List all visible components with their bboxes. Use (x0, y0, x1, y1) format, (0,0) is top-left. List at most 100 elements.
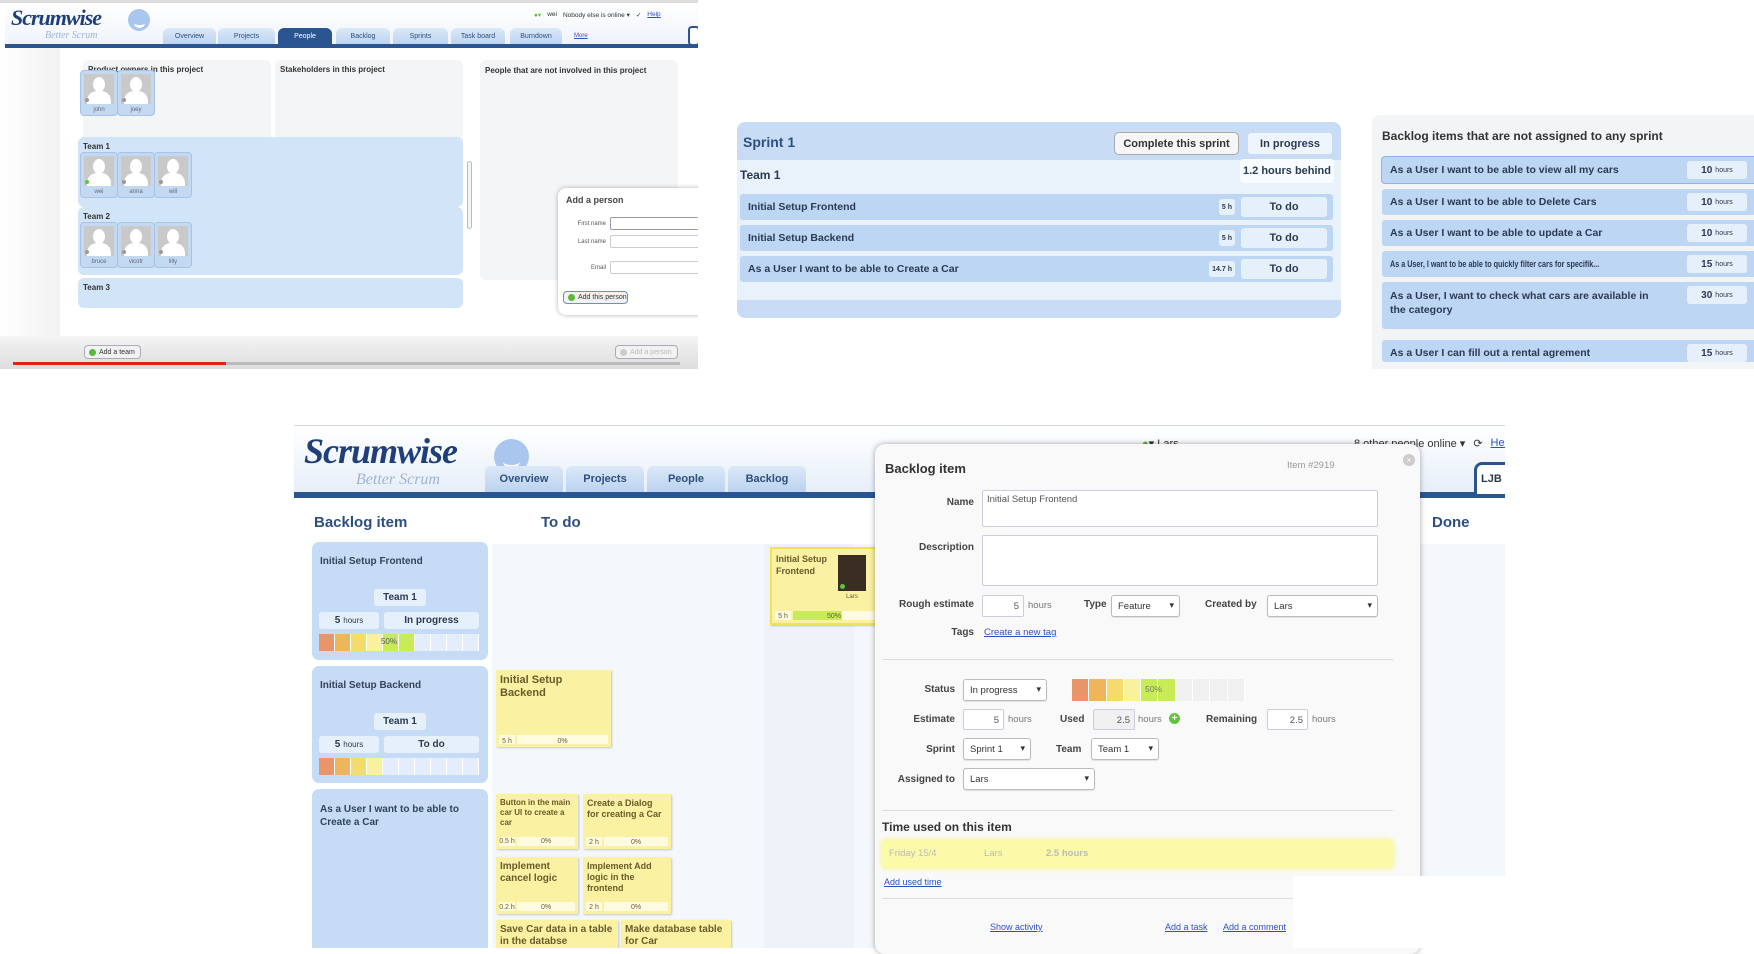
backlog-list-item[interactable]: As a User, I want to be able to quickly … (1382, 251, 1754, 277)
tab-overview[interactable]: Overview (485, 466, 563, 492)
backlog-item-hours: 10 hours (1687, 224, 1747, 242)
backlog-list-item[interactable]: As a User I can fill out a rental agreme… (1382, 340, 1754, 362)
user-status-bar: ●▾ wei Nobody else is online ▾ ✓ Help (534, 11, 661, 19)
video-progress-track[interactable] (13, 362, 680, 365)
tab-backlog[interactable]: Backlog (728, 466, 806, 492)
last-name-input[interactable] (610, 235, 698, 248)
project-box[interactable] (688, 26, 698, 46)
in-progress-task-note[interactable]: Initial Setup Frontend Lars 5 h 50% (770, 547, 880, 625)
add-this-person-button[interactable]: Add this person (563, 291, 628, 304)
status-badge[interactable]: To do (384, 736, 479, 753)
user-name[interactable]: wei (547, 11, 557, 18)
avatar[interactable]: lilly (154, 222, 192, 268)
sprint-item-status[interactable]: To do (1241, 197, 1327, 217)
backlog-item-card[interactable]: Initial Setup Frontend Team 1 5 hours In pro… (312, 542, 488, 660)
help-link[interactable]: Help (1490, 437, 1505, 449)
create-tag-link[interactable]: Create a new tag (984, 627, 1057, 638)
avatar-name: bruce (91, 259, 107, 265)
project-selector[interactable]: LJB (1474, 462, 1505, 494)
sprint-item-status[interactable]: To do (1241, 259, 1327, 279)
more-link[interactable]: More (574, 33, 588, 39)
task-footer: 0.2 h 0% (499, 902, 575, 911)
avatar[interactable]: will (154, 152, 192, 198)
task-note[interactable]: Create a Dialog for creating a Car 2 h 0% (583, 794, 671, 849)
complete-sprint-button[interactable]: Complete this sprint (1114, 132, 1239, 155)
assigned-to-select[interactable]: Lars (963, 768, 1095, 790)
tab-backlog[interactable]: Backlog (336, 28, 390, 45)
sprint-item-row[interactable]: Initial Setup Backend 5 h To do (740, 225, 1333, 251)
avatar[interactable]: vicotr (117, 222, 155, 268)
unassigned-title: Backlog items that are not assigned to a… (1382, 129, 1663, 143)
tab-people[interactable]: People (278, 28, 332, 45)
remaining-input[interactable]: 2.5 (1267, 709, 1308, 730)
team-select[interactable]: Team 1 (1091, 738, 1159, 760)
estimate-input[interactable]: 5 (963, 709, 1004, 730)
online-status[interactable]: Nobody else is online ▾ (562, 12, 630, 19)
backlog-item-card[interactable]: As a User I want to be able to Create a … (312, 789, 488, 948)
avatar[interactable]: joey (117, 70, 155, 116)
backlog-list-item[interactable]: As a User I want to be able to view all … (1382, 157, 1754, 183)
backlog-item-hours: 30 hours (1687, 286, 1747, 304)
task-note[interactable]: Initial Setup Backend 5 h 0% (496, 670, 611, 747)
backlog-list-item[interactable]: As a User I want to be able to Delete Ca… (1382, 189, 1754, 215)
backlog-list-item[interactable]: As a User I want to be able to update a … (1382, 220, 1754, 246)
progress-segment (1123, 679, 1142, 701)
tab-task-board[interactable]: Task board (451, 28, 505, 45)
top-border (0, 0, 698, 3)
backlog-list-item[interactable]: As a User, I want to check what cars are… (1382, 282, 1754, 329)
avatar[interactable]: wei (80, 152, 118, 198)
email-input[interactable] (610, 261, 698, 274)
scrollbar-thumb[interactable] (467, 161, 472, 229)
status-select[interactable]: In progress (963, 679, 1047, 701)
add-person-popup: Add a person First name Last name Email … (558, 188, 698, 315)
teams-scrollbar[interactable] (466, 155, 473, 338)
help-link[interactable]: Help (647, 11, 661, 18)
sprint-item-status[interactable]: To do (1241, 228, 1327, 248)
tab-burndown[interactable]: Burndown (510, 28, 562, 45)
add-used-time-icon[interactable]: + (1169, 713, 1180, 724)
add-team-button[interactable]: Add a team (84, 345, 141, 359)
add-comment-link[interactable]: Add a comment (1223, 922, 1287, 932)
video-progress-fill (13, 362, 227, 365)
close-icon[interactable]: × (1403, 454, 1415, 466)
show-activity-link[interactable]: Show activity (990, 922, 1043, 932)
task-note[interactable]: Save Car data in a table in the databse (496, 920, 618, 948)
column-to-do: To do (541, 514, 581, 531)
tab-projects[interactable]: Projects (218, 28, 275, 45)
hours-unit: hours (1715, 260, 1733, 268)
backlog-item-card[interactable]: Initial Setup Backend Team 1 5 hours To do (312, 666, 488, 783)
type-select[interactable]: Feature (1111, 595, 1180, 617)
first-name-input[interactable] (610, 217, 698, 230)
tab-projects[interactable]: Projects (566, 466, 644, 492)
column-backlog-item: Backlog item (314, 514, 408, 531)
status-badge[interactable]: In progress (384, 612, 479, 629)
created-by-select[interactable]: Lars (1267, 595, 1378, 617)
avatar[interactable]: john (80, 70, 118, 116)
team-badge: Team 1 (374, 589, 426, 606)
first-name-label: First name (577, 221, 606, 227)
task-note[interactable]: Button in the main car UI to create a ca… (496, 794, 578, 849)
tab-sprints[interactable]: Sprints (393, 28, 448, 45)
sprint-select[interactable]: Sprint 1 (963, 738, 1031, 760)
progress-bar (319, 758, 479, 775)
time-entry-row[interactable]: Friday 15/4 Lars 2.5 hours (882, 840, 1393, 868)
sprint-item-row[interactable]: Initial Setup Frontend 5 h To do (740, 194, 1333, 220)
rough-estimate-input[interactable]: 5 (982, 595, 1024, 617)
status-progress-label: 50% (1144, 684, 1162, 694)
tab-overview[interactable]: Overview (163, 28, 216, 45)
description-input[interactable] (982, 535, 1378, 586)
tab-people[interactable]: People (647, 466, 725, 492)
avatar[interactable]: bruce (80, 222, 118, 268)
add-task-link[interactable]: Add a task (1165, 922, 1208, 932)
progress-segment (1175, 679, 1194, 701)
add-used-time-link[interactable]: Add used time (884, 877, 942, 887)
task-hours: 5 h (775, 611, 791, 620)
add-person-button[interactable]: Add a person (615, 345, 678, 359)
name-input[interactable]: Initial Setup Frontend (982, 490, 1378, 527)
sprint-status[interactable]: In progress (1248, 133, 1332, 154)
sprint-item-row[interactable]: As a User I want to be able to Create a … (740, 256, 1333, 282)
task-note[interactable]: Implement cancel logic 0.2 h 0% (496, 857, 578, 914)
avatar[interactable]: anna (117, 152, 155, 198)
task-note[interactable]: Implement Add logic in the frontend 2 h 0% (583, 857, 671, 914)
task-note[interactable]: Make database table for Car (621, 920, 731, 948)
